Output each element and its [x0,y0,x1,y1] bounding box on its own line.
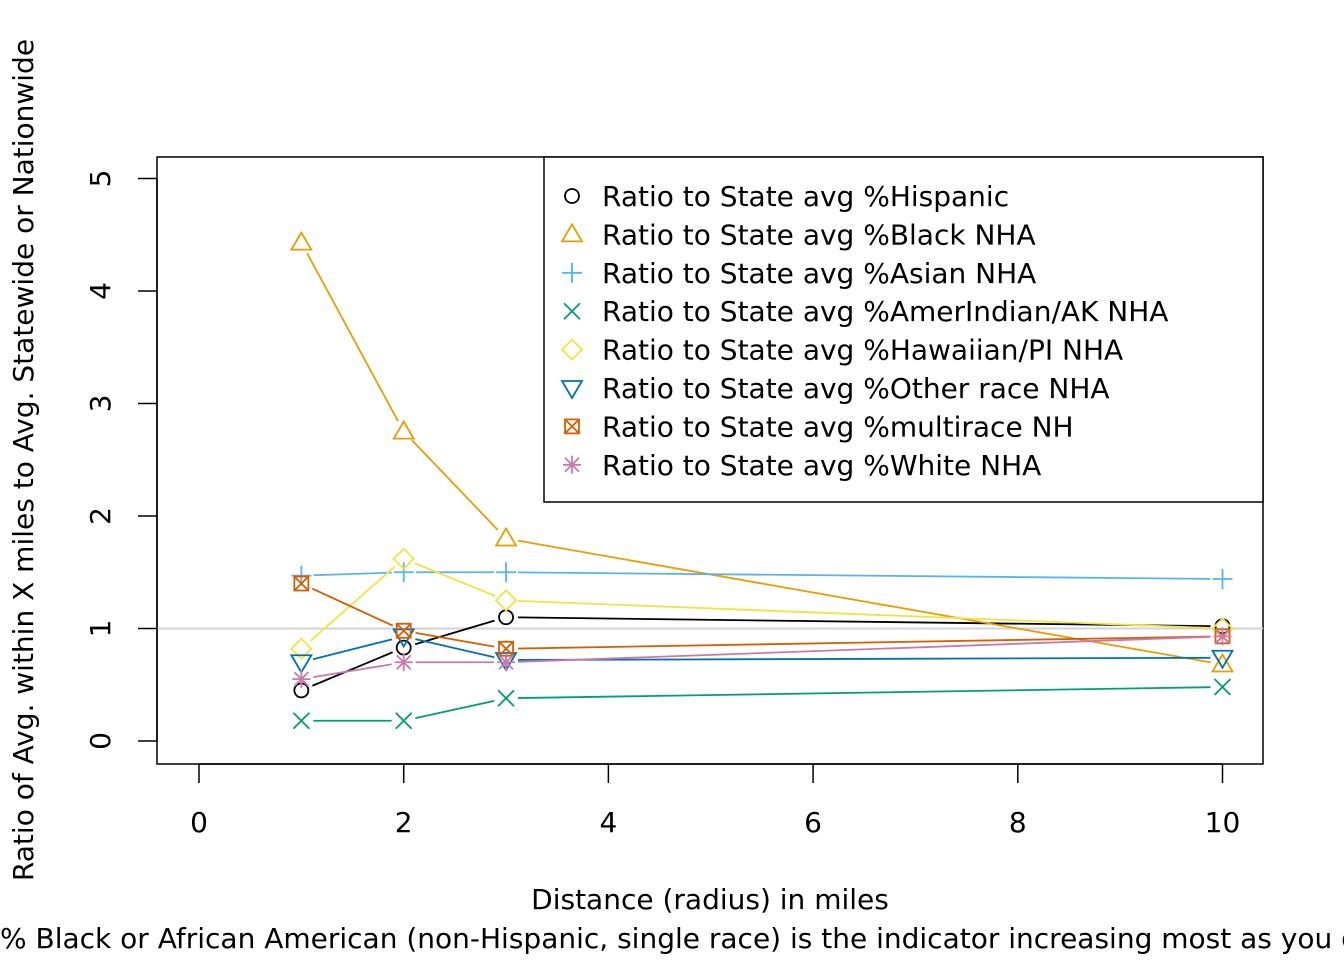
cross-marker [497,689,515,707]
y-tick-label: 4 [84,282,117,300]
plus-marker [1212,569,1233,589]
series-segment [518,635,1211,650]
series-segment [518,599,1211,629]
asterisk-marker [1213,627,1232,646]
triangle-marker [494,526,518,547]
triangle-marker [560,222,584,243]
y-tick-label: 0 [84,732,117,750]
cross-marker [395,712,413,730]
series-3 [291,562,1233,589]
series-2 [289,230,1235,673]
legend-label: Ratio to State avg %Black NHA [602,218,1036,251]
y-axis-label: Ratio of Avg. within X miles to Avg. Sta… [7,39,40,881]
asterisk-marker [394,653,413,672]
legend-item: Ratio to State avg %AmerIndian/AK NHA [563,295,1168,328]
cross-marker [563,302,581,320]
square-x-marker [293,575,309,592]
series-segment [415,631,495,648]
square-x-marker [564,418,580,435]
y-tick-label: 1 [84,620,117,638]
plus-marker [496,562,517,583]
x-tick-label: 6 [804,806,822,839]
series-segment [414,619,495,646]
series-segment [414,562,496,597]
legend-item: Ratio to State avg %White NHA [563,449,1041,482]
legend-item: Ratio to State avg %Other race NHA [560,372,1110,405]
series-4 [292,678,1232,730]
x-tick-label: 2 [395,806,413,839]
series-segment [517,539,1211,664]
triangle-marker [392,419,416,440]
cross-marker [1213,678,1232,696]
x-axis-label: Distance (radius) in miles [531,883,889,916]
asterisk-marker [563,455,581,474]
square-marker [293,575,310,592]
y-tick-label: 2 [84,507,117,525]
triangle-marker [289,230,313,251]
square-marker [564,418,580,435]
legend: Ratio to State avg %Hispanic Ratio to Sta… [543,156,1264,503]
x-tick-label: 4 [599,806,617,839]
legend-label: Ratio to State avg %Hawaiian/PI NHA [602,334,1123,367]
series-segment [309,565,396,642]
series-segment [311,587,394,627]
x-tick-label: 8 [1009,806,1027,839]
cross-marker [292,712,310,730]
y-axis: 0 1 2 3 4 5 [84,170,158,750]
legend-label: Ratio to State avg %Other race NHA [602,372,1110,405]
square-x-marker [498,641,514,657]
legend-label: Ratio to State avg %multirace NH [602,410,1074,443]
diamond-marker [290,637,313,661]
triangle-down-marker [560,380,584,400]
series-segment [415,638,495,659]
legend-box [543,156,1264,503]
series-segment [313,571,392,577]
triangle-marker [1210,652,1235,673]
diamond-marker [494,589,518,612]
x-tick-label: 10 [1205,806,1241,839]
circle-marker [564,188,580,204]
triangle-down-marker [1210,649,1235,670]
series-segment [518,635,1211,663]
diamond-marker [392,547,415,571]
series-segment [312,651,393,687]
square-x-marker [396,623,412,639]
series-segment [518,686,1211,699]
legend-item: Ratio to State avg %Hispanic [564,180,1009,213]
series-segment [306,252,399,422]
legend-item: Ratio to State avg %multirace NH [564,410,1074,443]
series-segment [518,616,1211,627]
legend-label: Ratio to State avg %Hispanic [602,180,1009,213]
plus-marker [562,262,582,283]
triangle-down-marker [289,654,313,675]
series-segment [518,656,1211,661]
series-8 [292,627,1232,689]
plus-marker [393,562,414,583]
legend-item: Ratio to State avg %Black NHA [560,218,1036,251]
legend-item: Ratio to State avg %Asian NHA [562,257,1036,290]
legend-label: Ratio to State avg %White NHA [602,449,1041,482]
diamond-marker [560,338,584,361]
asterisk-marker [292,670,311,689]
chart-subtitle: % Black or African American (non-Hispani… [0,922,1344,955]
circle-marker [498,609,514,626]
legend-item: Ratio to State avg %Hawaiian/PI NHA [560,334,1123,367]
legend-label: Ratio to State avg %AmerIndian/AK NHA [602,295,1168,328]
series-layer [289,230,1235,730]
y-tick-label: 3 [84,395,117,413]
square-marker [395,622,412,639]
x-tick-label: 0 [190,806,208,839]
legend-label: Ratio to State avg %Asian NHA [602,257,1036,290]
series-segment [411,439,499,531]
series-segment [518,571,1211,580]
x-axis: 0 2 4 6 8 10 [190,763,1241,839]
series-segment [415,699,495,720]
asterisk-marker [497,653,516,672]
series-segment [313,663,393,679]
y-tick-label: 5 [84,170,117,188]
series-segment [312,638,393,661]
